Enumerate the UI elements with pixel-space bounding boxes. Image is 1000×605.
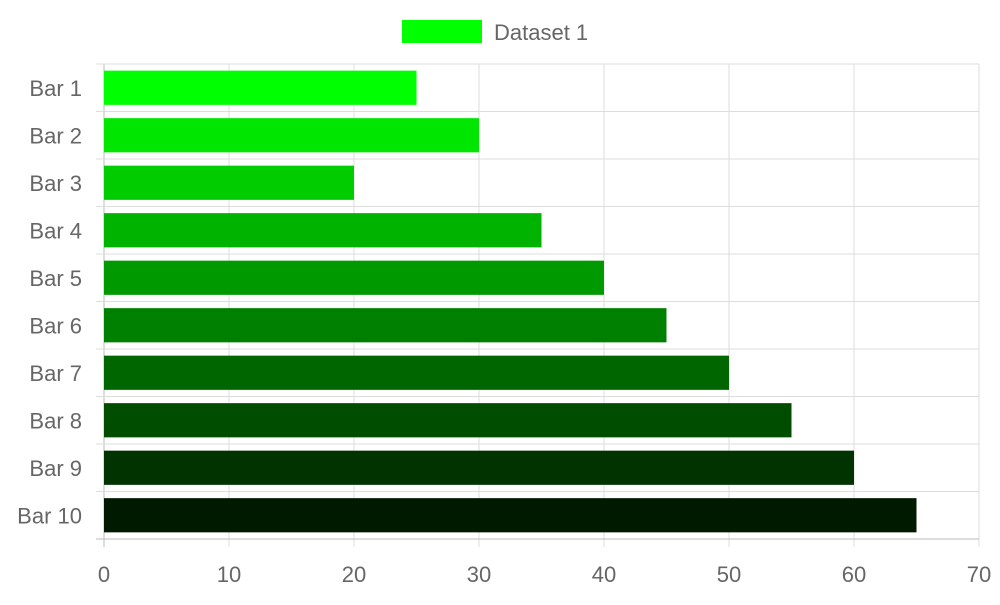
legend-swatch-dataset-1: [402, 20, 482, 43]
y-tick-label: Bar 1: [29, 76, 82, 101]
bar-10[interactable]: [104, 498, 917, 533]
bar-6[interactable]: [104, 308, 667, 343]
y-tick-label: Bar 10: [17, 503, 82, 528]
y-axis-labels: Bar 1 Bar 2 Bar 3 Bar 4 Bar 5 Bar 6 Bar 7 Bar 8…: [17, 76, 82, 529]
x-tick-label: 70: [967, 562, 991, 587]
bar-2[interactable]: [104, 118, 479, 153]
y-tick-label: Bar 4: [29, 218, 82, 243]
x-tick-label: 20: [342, 562, 366, 587]
x-tick-label: 30: [467, 562, 491, 587]
legend[interactable]: Dataset 1: [402, 20, 588, 45]
y-tick-label: Bar 6: [29, 313, 82, 338]
bar-1[interactable]: [104, 70, 417, 105]
y-tick-label: Bar 8: [29, 408, 82, 433]
x-tick-label: 10: [217, 562, 241, 587]
bar-3[interactable]: [104, 165, 354, 200]
y-tick-label: Bar 2: [29, 123, 82, 148]
x-tick-label: 40: [592, 562, 616, 587]
bar-5[interactable]: [104, 260, 604, 295]
bar-7[interactable]: [104, 355, 729, 390]
y-tick-label: Bar 5: [29, 266, 82, 291]
bar-8[interactable]: [104, 403, 792, 438]
bars: [104, 70, 917, 533]
y-tick-label: Bar 9: [29, 456, 82, 481]
x-axis-labels: 0 10 20 30 40 50 60 70: [98, 562, 991, 587]
grid-lines: [96, 63, 980, 547]
y-tick-label: Bar 7: [29, 361, 82, 386]
bar-4[interactable]: [104, 213, 542, 248]
x-tick-label: 50: [717, 562, 741, 587]
y-tick-label: Bar 3: [29, 171, 82, 196]
x-tick-label: 60: [842, 562, 866, 587]
legend-label-dataset-1: Dataset 1: [494, 20, 588, 45]
bar-9[interactable]: [104, 450, 854, 485]
x-tick-label: 0: [98, 562, 110, 587]
